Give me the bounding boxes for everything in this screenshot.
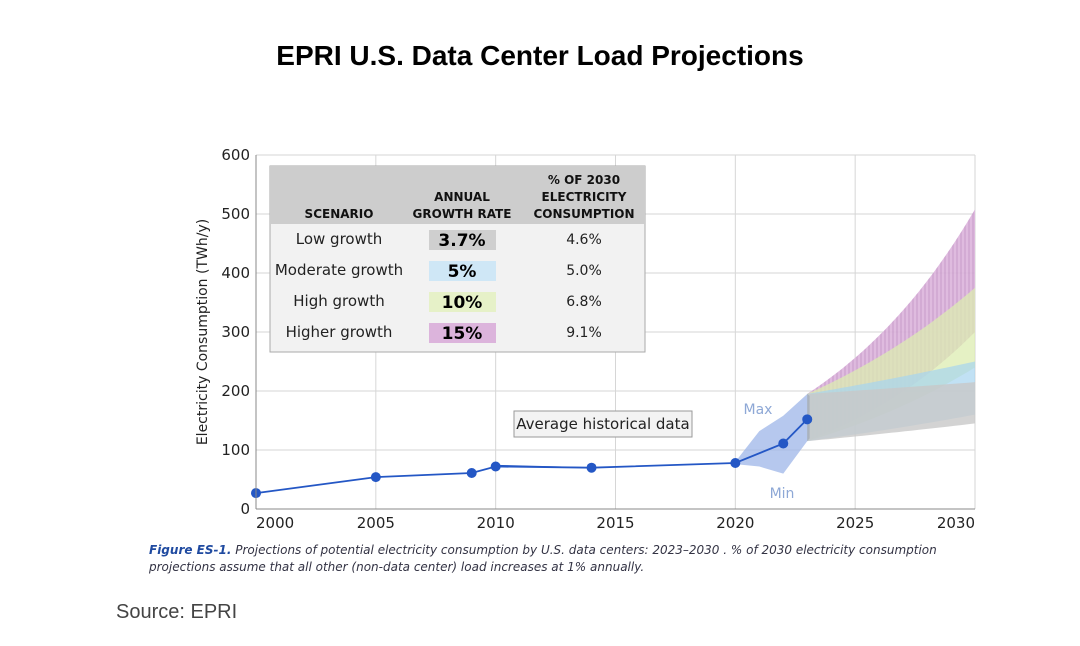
table-rate-swatch xyxy=(429,261,496,281)
table-rate-value: 5% xyxy=(448,262,477,282)
x-tick-label: 2015 xyxy=(596,514,634,532)
table-share-value: 4.6% xyxy=(566,232,602,248)
data-point xyxy=(778,438,789,449)
table-scenario-low-growth: Low growth xyxy=(296,230,383,248)
table-header-share-line2: ELECTRICITY xyxy=(542,190,627,204)
data-point xyxy=(490,461,501,472)
figure-caption-text: Projections of potential electricity con… xyxy=(149,543,937,574)
table-header-scenario: SCENARIO xyxy=(305,207,374,221)
table-scenario-high-growth: High growth xyxy=(293,292,384,310)
table-share-value: 5.0% xyxy=(566,263,602,279)
projection-bands xyxy=(807,209,975,442)
y-tick-label: 200 xyxy=(221,382,250,400)
x-tick-label: 2020 xyxy=(716,514,754,532)
annotations: Average historical data Max Min xyxy=(513,402,795,502)
table-rate-swatch xyxy=(429,323,496,343)
table-share-value: 6.8% xyxy=(566,294,602,310)
min-label: Min xyxy=(770,486,795,502)
y-tick-label: 400 xyxy=(221,264,250,282)
data-point xyxy=(730,457,741,468)
table-rate-value: 10% xyxy=(442,293,483,313)
table-header-rate-line2: GROWTH RATE xyxy=(413,207,512,221)
y-tick-label: 100 xyxy=(221,441,250,459)
x-tick-label: 2030 xyxy=(937,514,975,532)
table-header-rate-line1: ANNUAL xyxy=(434,190,490,204)
y-tick-label: 0 xyxy=(240,500,250,518)
data-point xyxy=(370,472,381,483)
table-rate-swatch xyxy=(429,230,496,250)
source-note: Source: EPRI xyxy=(116,601,238,623)
table-header-bg xyxy=(270,166,645,224)
axes: 0 100 200 300 400 500 600 2000 2005 2010 2015 2020 2… xyxy=(195,146,975,532)
chart-title: EPRI U.S. Data Center Load Projections xyxy=(276,40,804,71)
max-label: Max xyxy=(744,402,773,418)
historical-series-line xyxy=(255,418,808,494)
x-tick-label: 2000 xyxy=(256,514,294,532)
table-header-share-line3: CONSUMPTION xyxy=(533,207,634,221)
figure-caption: Figure ES-1. Projections of potential el… xyxy=(149,542,979,576)
table-scenario-moderate-growth: Moderate growth xyxy=(275,261,403,279)
table-share-value: 9.1% xyxy=(566,325,602,341)
table-scenario-higher-growth: Higher growth xyxy=(286,323,393,341)
historical-label-box xyxy=(513,410,693,438)
historical-label: Average historical data xyxy=(516,415,689,433)
table-rate-value: 15% xyxy=(442,324,483,344)
projection-band-low-growth xyxy=(807,382,975,442)
figure-label: Figure ES-1. xyxy=(149,543,232,557)
data-point xyxy=(802,414,813,425)
historical-line xyxy=(251,414,813,499)
table-rate-swatch xyxy=(429,292,496,312)
x-tick-label: 2005 xyxy=(357,514,395,532)
y-tick-label: 600 xyxy=(221,146,250,164)
data-point xyxy=(586,462,597,473)
uncertainty-band-area xyxy=(735,393,808,474)
y-axis-label: Electricity Consumption (TWh/y) xyxy=(195,219,211,445)
y-tick-label: 300 xyxy=(221,323,250,341)
x-tick-label: 2010 xyxy=(477,514,515,532)
y-tick-label: 500 xyxy=(221,205,250,223)
table-header-share-line1: % OF 2030 xyxy=(548,173,620,187)
scenario-table: SCENARIO ANNUAL GROWTH RATE % OF 2030 ELECTR… xyxy=(269,165,646,353)
data-point xyxy=(466,468,477,479)
x-tick-label: 2025 xyxy=(836,514,874,532)
historical-secondary-line xyxy=(495,464,592,469)
table-rate-value: 3.7% xyxy=(438,231,485,251)
